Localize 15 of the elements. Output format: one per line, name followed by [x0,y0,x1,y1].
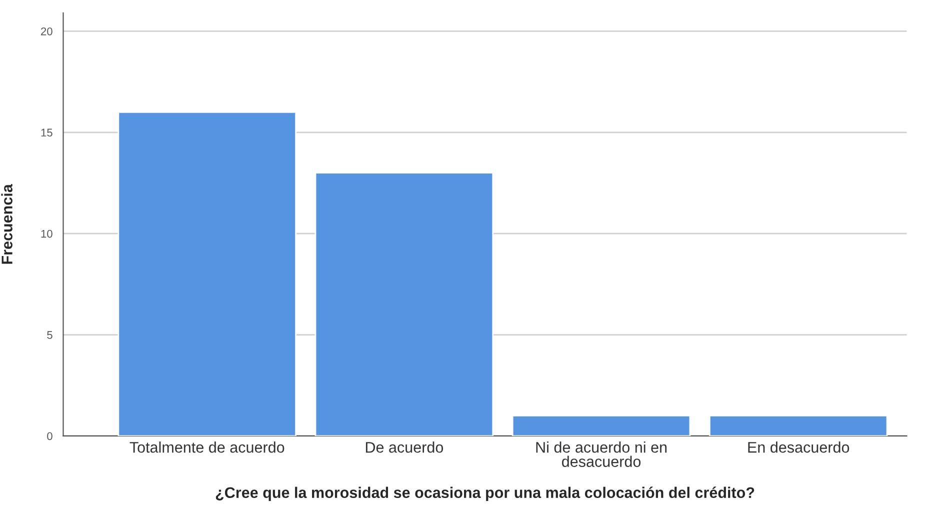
y-tick-label: 5 [47,331,52,339]
y-tick-label: 0 [47,432,52,440]
x-tick-label: De acuerdo [366,442,444,453]
x-tick-label: Ni de acuerdo ni en desacuerdo [536,442,667,467]
bar [314,172,494,436]
x-tick-label: Totalmente de acuerdo [130,442,284,453]
y-axis-title: Frecuencia [1,184,12,264]
bar [512,415,691,436]
y-tick-label: 10 [41,230,52,238]
x-axis-title: ¿Cree que la morosidad se ocasiona por una mala colocación del crédito? [216,486,754,502]
bar [118,111,296,436]
x-tick-label: En desacuerdo [748,442,850,453]
y-tick-label: 15 [41,128,52,137]
bar [708,415,888,436]
y-tick-label: 20 [41,27,52,36]
